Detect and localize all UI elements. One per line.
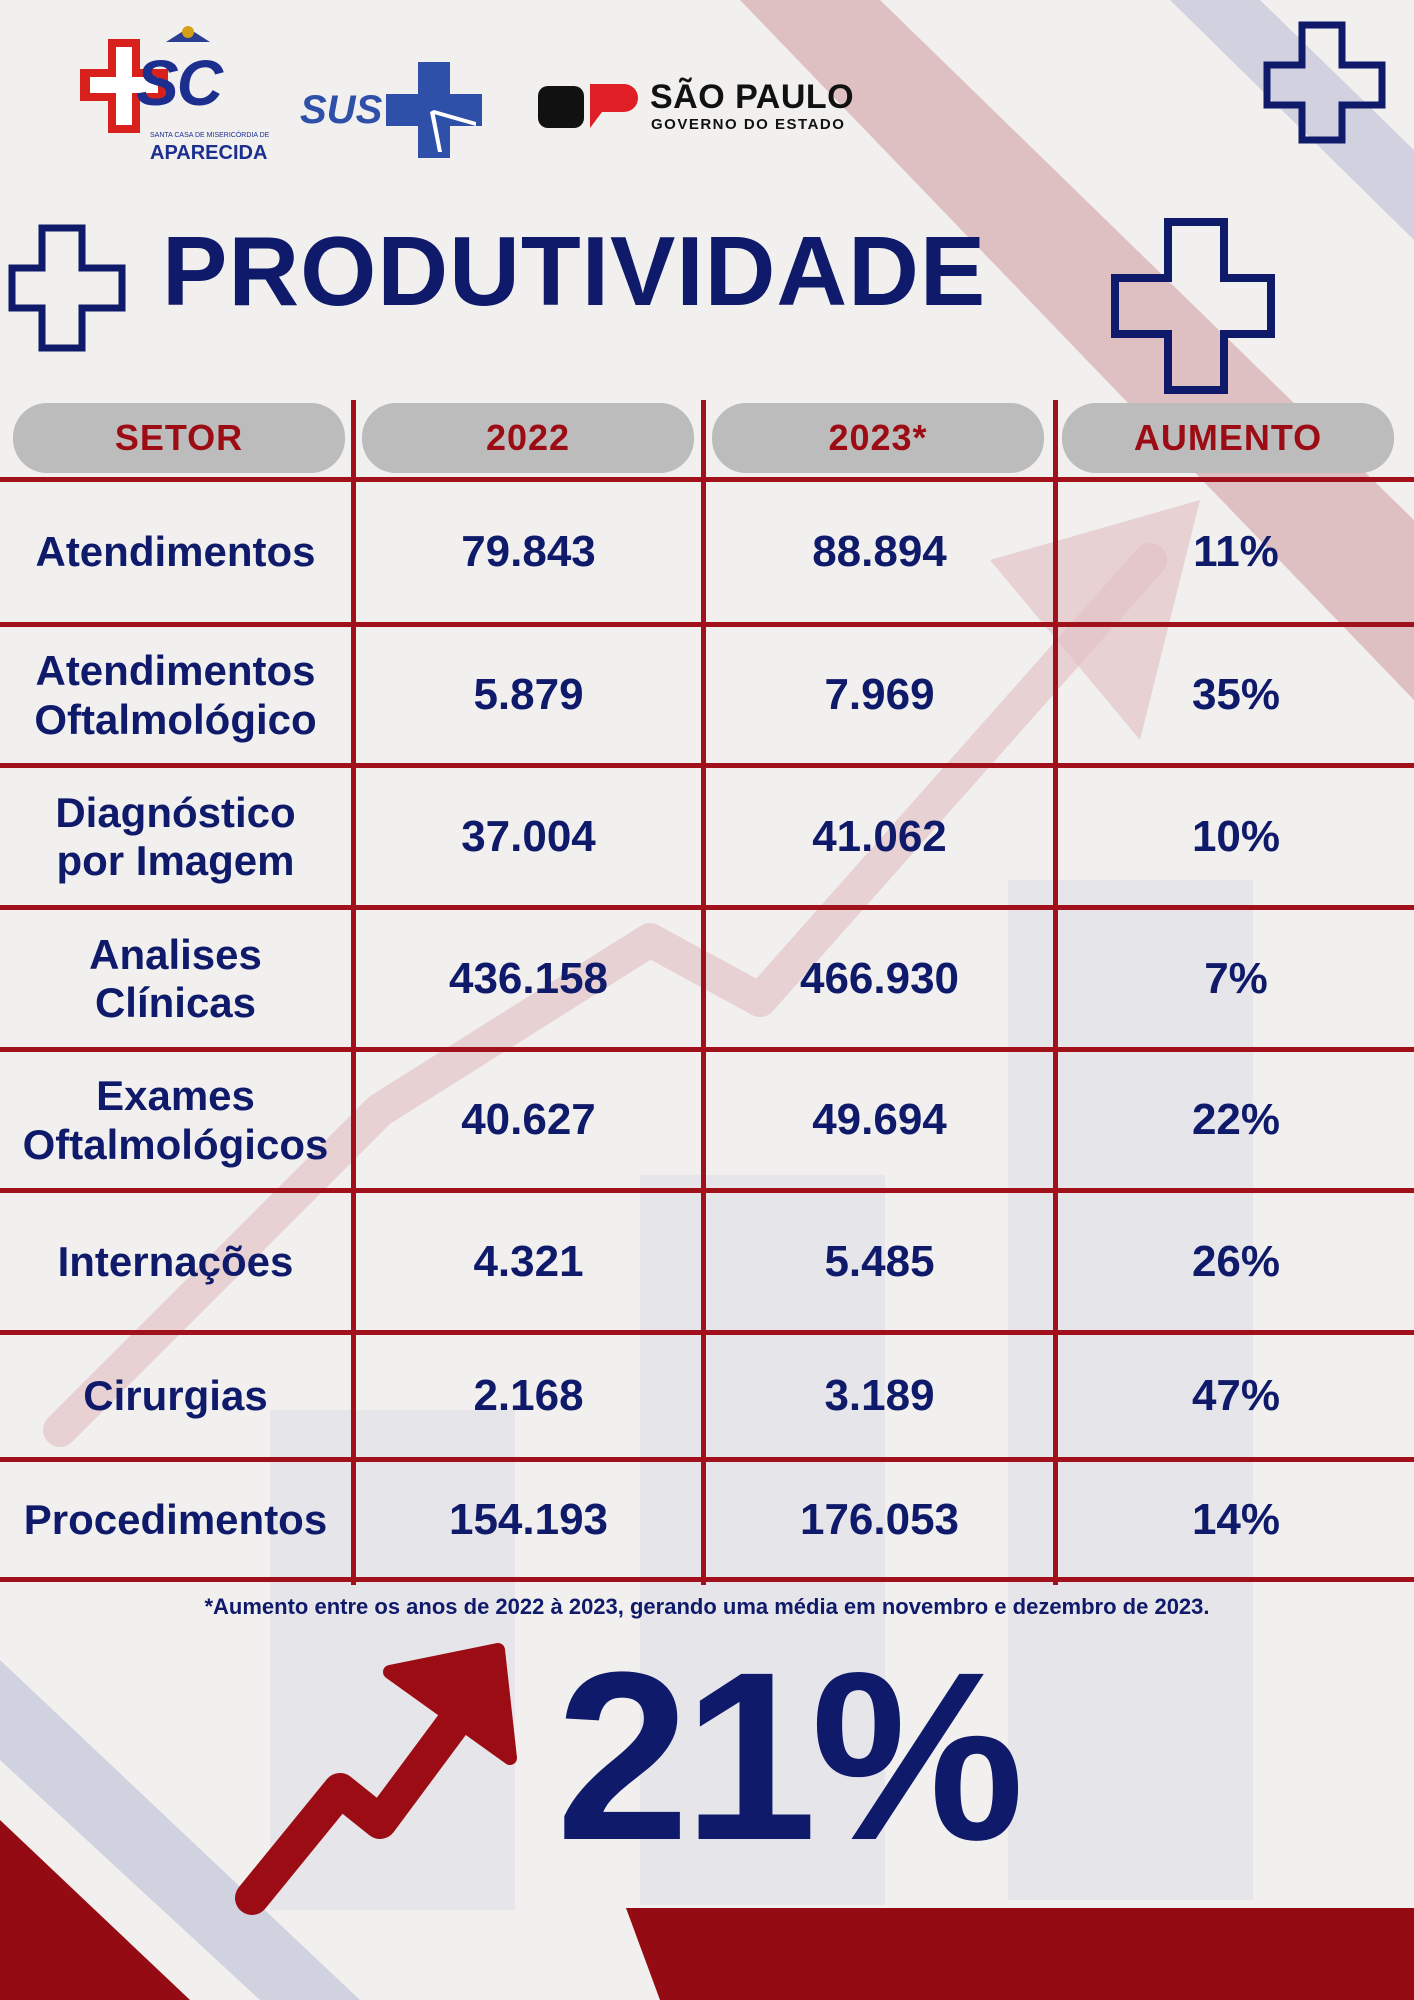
cell-setor: Atendimentos Oftalmológico	[34, 647, 317, 743]
average-increase: 21%	[556, 1622, 1024, 1890]
cell-aumento: 22%	[1191, 1095, 1281, 1145]
cell-y2022: 5.879	[473, 670, 584, 720]
column-divider	[1053, 400, 1058, 1585]
cell-setor: Atendimentos	[35, 528, 316, 576]
sp-emblem-icon	[538, 84, 638, 128]
sao-paulo-logo-title: SÃO PAULO	[650, 78, 855, 116]
row-divider	[0, 1457, 1414, 1462]
footnote: *Aumento entre os anos de 2022 à 2023, g…	[204, 1594, 1210, 1619]
cell-setor: Internações	[57, 1237, 294, 1285]
row-divider	[0, 1577, 1414, 1582]
cell-y2022: 4.321	[473, 1236, 584, 1286]
cell-y2022: 40.627	[461, 1095, 596, 1145]
header-setor: SETOR	[13, 403, 345, 473]
cell-aumento: 14%	[1191, 1494, 1281, 1544]
cell-y2023: 41.062	[812, 811, 947, 861]
cell-aumento: 7%	[1204, 953, 1268, 1003]
cell-aumento: 10%	[1191, 811, 1281, 861]
sao-paulo-logo-subtitle: GOVERNO DO ESTADO	[651, 116, 846, 133]
cell-y2022: 37.004	[461, 811, 596, 861]
trend-arrow-icon	[235, 1643, 517, 1915]
santa-casa-logo-text: SC	[136, 47, 223, 119]
header-aumento: AUMENTO	[1062, 403, 1394, 473]
row-divider	[0, 1047, 1414, 1052]
cell-aumento: 35%	[1191, 670, 1281, 720]
sus-cross-icon	[386, 62, 482, 158]
cell-setor: Diagnóstico por Imagem	[55, 788, 296, 884]
cell-y2023: 5.485	[824, 1236, 935, 1286]
row-divider	[0, 1188, 1414, 1193]
cell-aumento: 47%	[1191, 1371, 1281, 1421]
cell-y2022: 79.843	[461, 527, 596, 577]
row-divider	[0, 905, 1414, 910]
page-title: PRODUTIVIDADE	[162, 216, 987, 326]
cell-y2022: 436.158	[448, 953, 609, 1003]
cross-outline-icon	[1263, 21, 1386, 144]
cell-setor: Analises Clínicas	[89, 930, 262, 1026]
sao-paulo-logo: SÃO PAULO GOVERNO DO ESTADO	[538, 78, 868, 138]
cell-setor: Cirurgias	[83, 1372, 268, 1420]
santa-casa-logo: SC SANTA CASA DE MISERICÓRDIA DE APARECI…	[78, 24, 269, 164]
column-divider	[701, 400, 706, 1585]
cell-setor: Exames Oftalmológicos	[22, 1072, 329, 1168]
cell-y2023: 49.694	[812, 1095, 947, 1145]
cell-y2022: 2.168	[473, 1371, 584, 1421]
cell-setor: Procedimentos	[23, 1495, 328, 1543]
santa-casa-logo-subtext: SANTA CASA DE MISERICÓRDIA DE	[150, 132, 270, 139]
cell-y2022: 154.193	[448, 1494, 609, 1544]
row-divider	[0, 477, 1414, 482]
cell-y2023: 88.894	[812, 527, 947, 577]
productivity-table: SETOR 2022 2023* AUMENTO Atendimentos 79.…	[0, 400, 1414, 1585]
row-divider	[0, 622, 1414, 627]
column-divider	[351, 400, 356, 1585]
header-2023: 2023*	[712, 403, 1044, 473]
cell-y2023: 466.930	[799, 953, 960, 1003]
cell-aumento: 26%	[1191, 1236, 1281, 1286]
cell-y2023: 7.969	[824, 670, 935, 720]
cell-y2023: 3.189	[824, 1371, 935, 1421]
cell-y2023: 176.053	[799, 1494, 960, 1544]
santa-casa-logo-city: APARECIDA	[150, 142, 268, 164]
header-2022: 2022	[362, 403, 694, 473]
sus-logo: SUS	[300, 58, 490, 158]
cell-aumento: 11%	[1193, 527, 1279, 577]
row-divider	[0, 763, 1414, 768]
sus-logo-text: SUS	[300, 88, 383, 132]
row-divider	[0, 1330, 1414, 1335]
